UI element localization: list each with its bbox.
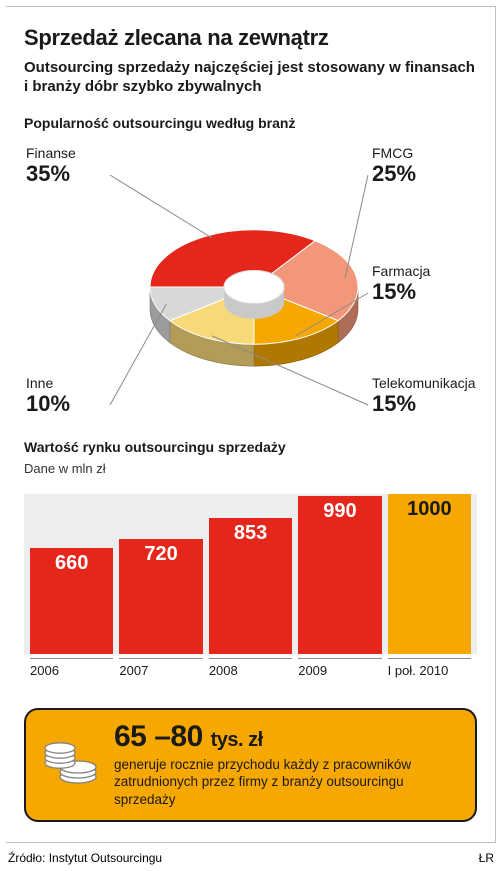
bar: 1000: [388, 494, 471, 654]
bar-axis-label: 2009: [298, 658, 381, 678]
pie-label-name: Inne: [26, 375, 53, 391]
bar-value: 720: [144, 543, 177, 566]
highlight-unit: tys. zł: [211, 729, 263, 751]
bar: 720: [119, 539, 202, 654]
pie-chart: Finanse35%FMCG25%Farmacja15%Telekomunika…: [24, 137, 477, 427]
bar-value: 660: [55, 552, 88, 575]
bar-value: 853: [234, 522, 267, 545]
bar-value: 990: [323, 500, 356, 523]
infographic-frame: Sprzedaż zlecana na zewnątrz Outsourcing…: [6, 6, 496, 843]
pie-section-title: Popularność outsourcingu według branż: [24, 115, 477, 131]
bar-row: 660 720 853 990 1000: [24, 494, 477, 654]
pie-label-name: FMCG: [372, 145, 413, 161]
highlight-desc: generuje rocznie przychodu każdy z praco…: [114, 756, 461, 809]
bar-chart: 660 720 853 990 1000 2006 2007 2008 2009 I poł. …: [24, 486, 477, 694]
footer: Źródło: Instytut Outsourcingu ŁR: [8, 851, 494, 865]
bar-axis-label: 2006: [30, 658, 113, 678]
coins-icon: [40, 733, 100, 794]
pie-label-name: Telekomunikacja: [372, 375, 476, 391]
credit: ŁR: [479, 851, 494, 865]
pie-label-name: Farmacja: [372, 263, 430, 279]
pie-label: Farmacja15%: [372, 263, 430, 304]
subtitle: Outsourcing sprzedaży najczęściej jest s…: [24, 59, 477, 97]
bar-axis-label: 2008: [209, 658, 292, 678]
pie-label: FMCG25%: [372, 145, 416, 186]
bar-axis-label: 2007: [119, 658, 202, 678]
bar-axis: 2006 2007 2008 2009 I poł. 2010: [24, 658, 477, 678]
highlight-range: 65 –80: [114, 720, 203, 753]
bar-section-title: Wartość rynku outsourcingu sprzedaży: [24, 439, 477, 455]
pie-label-value: 35%: [26, 161, 76, 186]
highlight-text: 65 –80 tys. zł generuje rocznie przychod…: [114, 720, 461, 809]
source: Źródło: Instytut Outsourcingu: [8, 851, 162, 865]
bar-axis-label: I poł. 2010: [388, 658, 471, 678]
pie-label-value: 15%: [372, 279, 430, 304]
bar: 660: [30, 548, 113, 654]
main-title: Sprzedaż zlecana na zewnątrz: [24, 25, 477, 51]
pie-label-name: Finanse: [26, 145, 76, 161]
pie-label-value: 10%: [26, 391, 70, 416]
pie-label-value: 15%: [372, 391, 476, 416]
pie-label: Telekomunikacja15%: [372, 375, 476, 416]
pie-label: Finanse35%: [26, 145, 76, 186]
pie-label-value: 25%: [372, 161, 416, 186]
bar-section-subtitle: Dane w mln zł: [24, 461, 477, 476]
bar-value: 1000: [407, 498, 452, 521]
bar: 990: [298, 496, 381, 654]
bar: 853: [209, 518, 292, 654]
highlight-box: 65 –80 tys. zł generuje rocznie przychod…: [24, 708, 477, 823]
pie-label: Inne10%: [26, 375, 70, 416]
